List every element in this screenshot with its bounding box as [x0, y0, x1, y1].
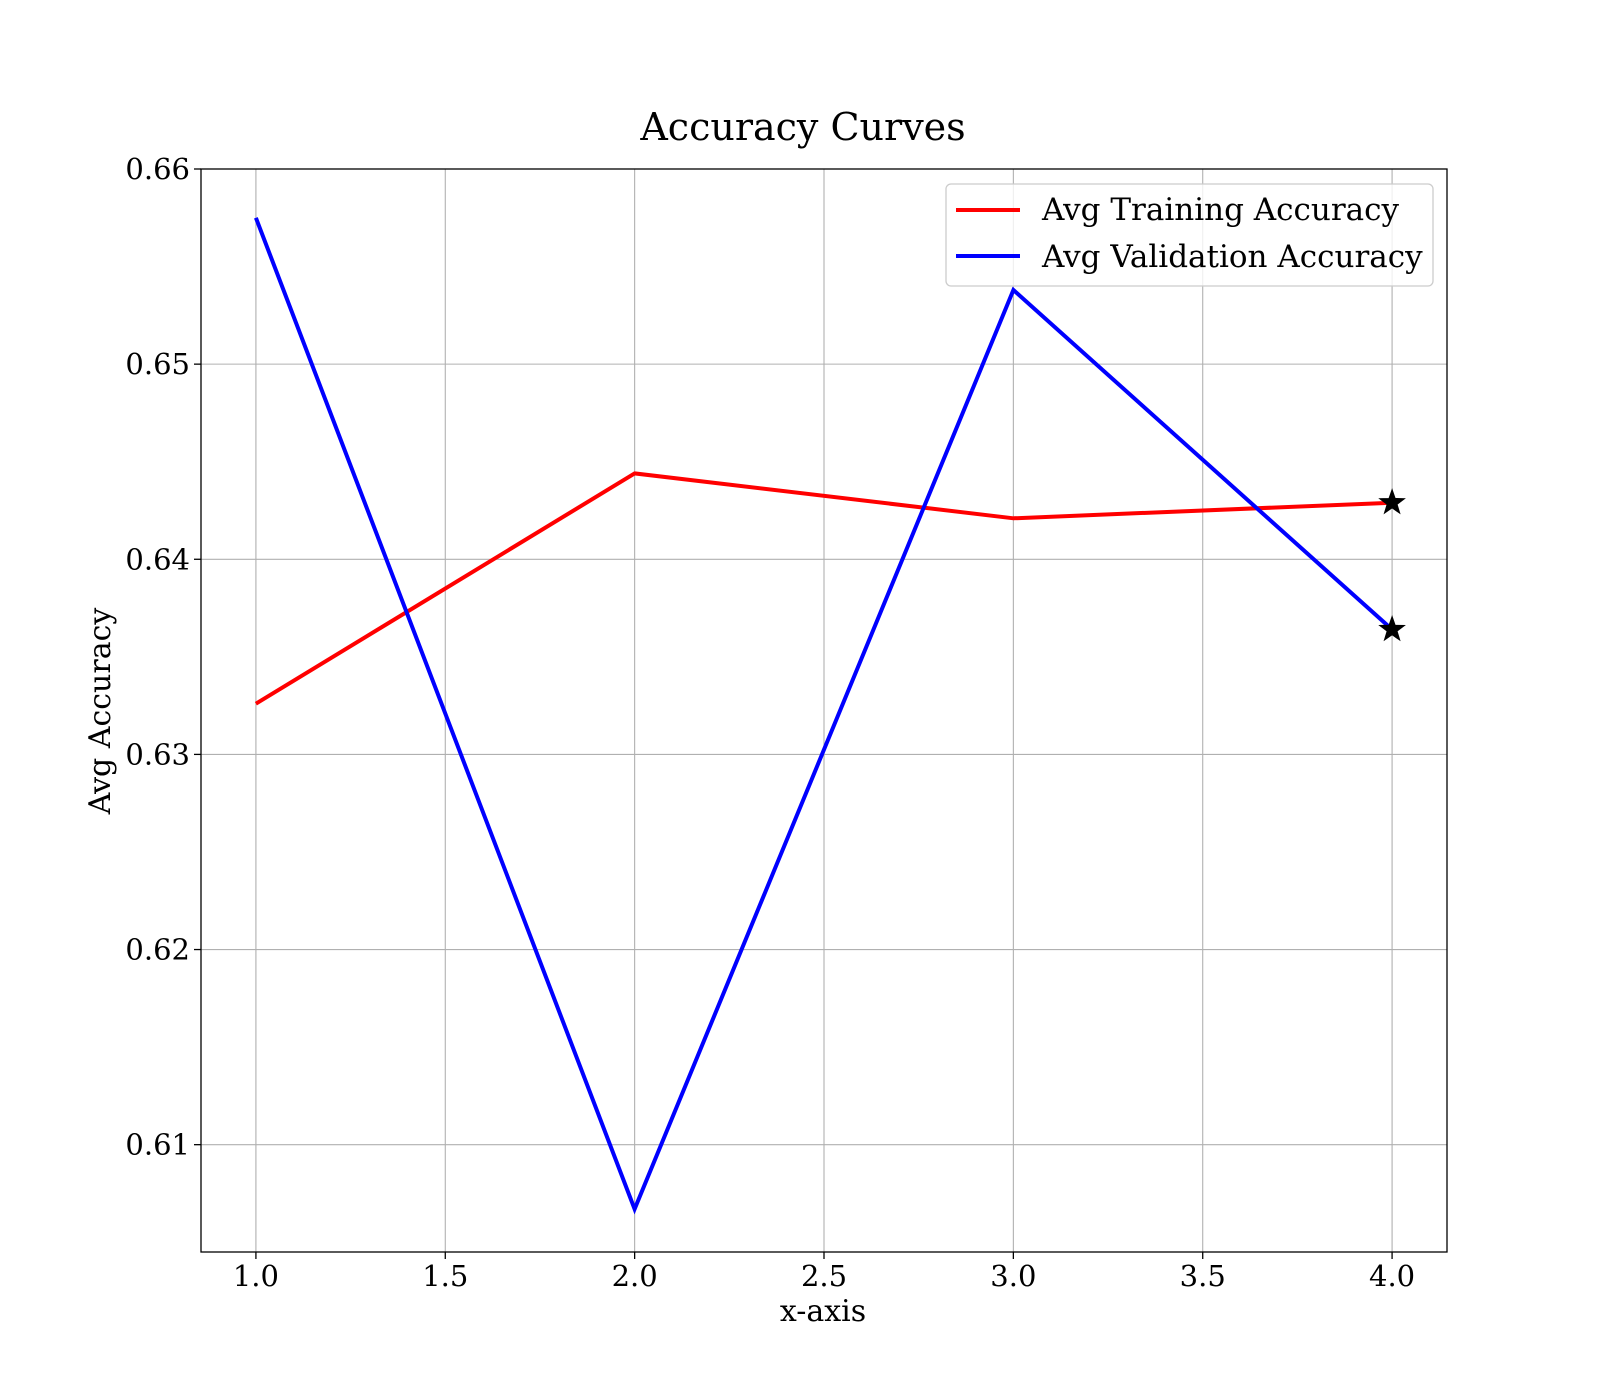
x-tick-label: 1.5 — [422, 1259, 468, 1293]
x-tick-label: 4.0 — [1369, 1259, 1415, 1293]
series-line-validation — [254, 217, 1394, 1215]
y-tick-label: 0.66 — [125, 152, 190, 186]
y-tick-label: 0.63 — [125, 737, 190, 771]
y-axis-label: Avg Accuracy — [83, 608, 118, 816]
x-axis-label: x-axis — [780, 1294, 866, 1329]
x-ticks: 1.0 1.5 2.0 2.5 3.0 3.5 4.0 — [233, 1252, 1415, 1293]
legend-box — [945, 183, 1434, 287]
legend-label-validation: Avg Validation Accuracy — [1041, 239, 1423, 275]
x-tick-label: 2.5 — [801, 1259, 847, 1293]
series-line-training — [254, 471, 1393, 706]
y-tick-label: 0.65 — [125, 347, 190, 381]
legend-label-training: Avg Training Accuracy — [1041, 192, 1400, 228]
legend: Avg Training Accuracy Avg Validation Acc… — [945, 183, 1434, 287]
x-tick-label: 2.0 — [612, 1259, 658, 1293]
chart-title: Accuracy Curves — [639, 105, 965, 149]
x-tick-label: 1.0 — [233, 1259, 279, 1293]
y-tick-label: 0.64 — [125, 542, 190, 576]
star-marker — [1378, 488, 1406, 515]
y-tick-label: 0.61 — [125, 1128, 190, 1162]
grid — [201, 168, 1447, 1252]
markers — [1378, 488, 1406, 642]
star-marker — [1378, 614, 1406, 642]
x-tick-label: 3.5 — [1180, 1259, 1226, 1293]
y-ticks: 0.61 0.62 0.63 0.64 0.65 0.66 — [125, 152, 201, 1162]
y-tick-label: 0.62 — [125, 933, 190, 967]
x-tick-label: 3.0 — [990, 1259, 1036, 1293]
series-lines — [254, 217, 1394, 1215]
